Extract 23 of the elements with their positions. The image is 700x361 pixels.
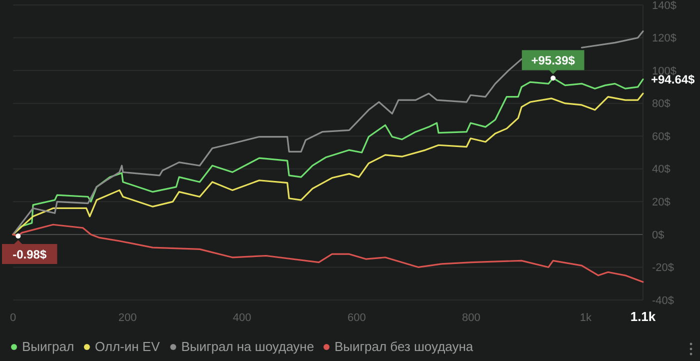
legend-label: Выиграл [22, 339, 74, 354]
x-tick-label: 200 [118, 312, 137, 324]
legend-label: Выиграл без шоудауна [334, 339, 474, 354]
y-tick-label: 0$ [652, 229, 664, 242]
x-tick-label: 1.1k [630, 309, 656, 324]
annotation: +95.39$ [531, 53, 576, 68]
legend-label: Выиграл на шоудауне [181, 339, 314, 354]
annotation: -0.98$ [12, 247, 47, 262]
y-tick-label: 120$ [652, 32, 676, 45]
legend-label: Олл-ин EV [94, 339, 160, 354]
x-tick-label: 400 [232, 312, 252, 324]
x-tick-label: 1k [580, 312, 592, 324]
y-tick-label: -20$ [652, 262, 674, 274]
y-tick-label: 60$ [652, 130, 670, 143]
line-series [12, 224, 644, 283]
y-tick-label: 40$ [652, 164, 670, 176]
y-tick-label: 20$ [652, 196, 670, 209]
x-tick-label: 0 [10, 312, 16, 324]
x-tick-label: 800 [462, 312, 480, 324]
y-tick-label: 80$ [652, 98, 670, 110]
y-tick-label: -40$ [652, 294, 674, 307]
y-tick-label: 140$ [652, 0, 676, 12]
x-tick-label: 600 [347, 312, 366, 324]
